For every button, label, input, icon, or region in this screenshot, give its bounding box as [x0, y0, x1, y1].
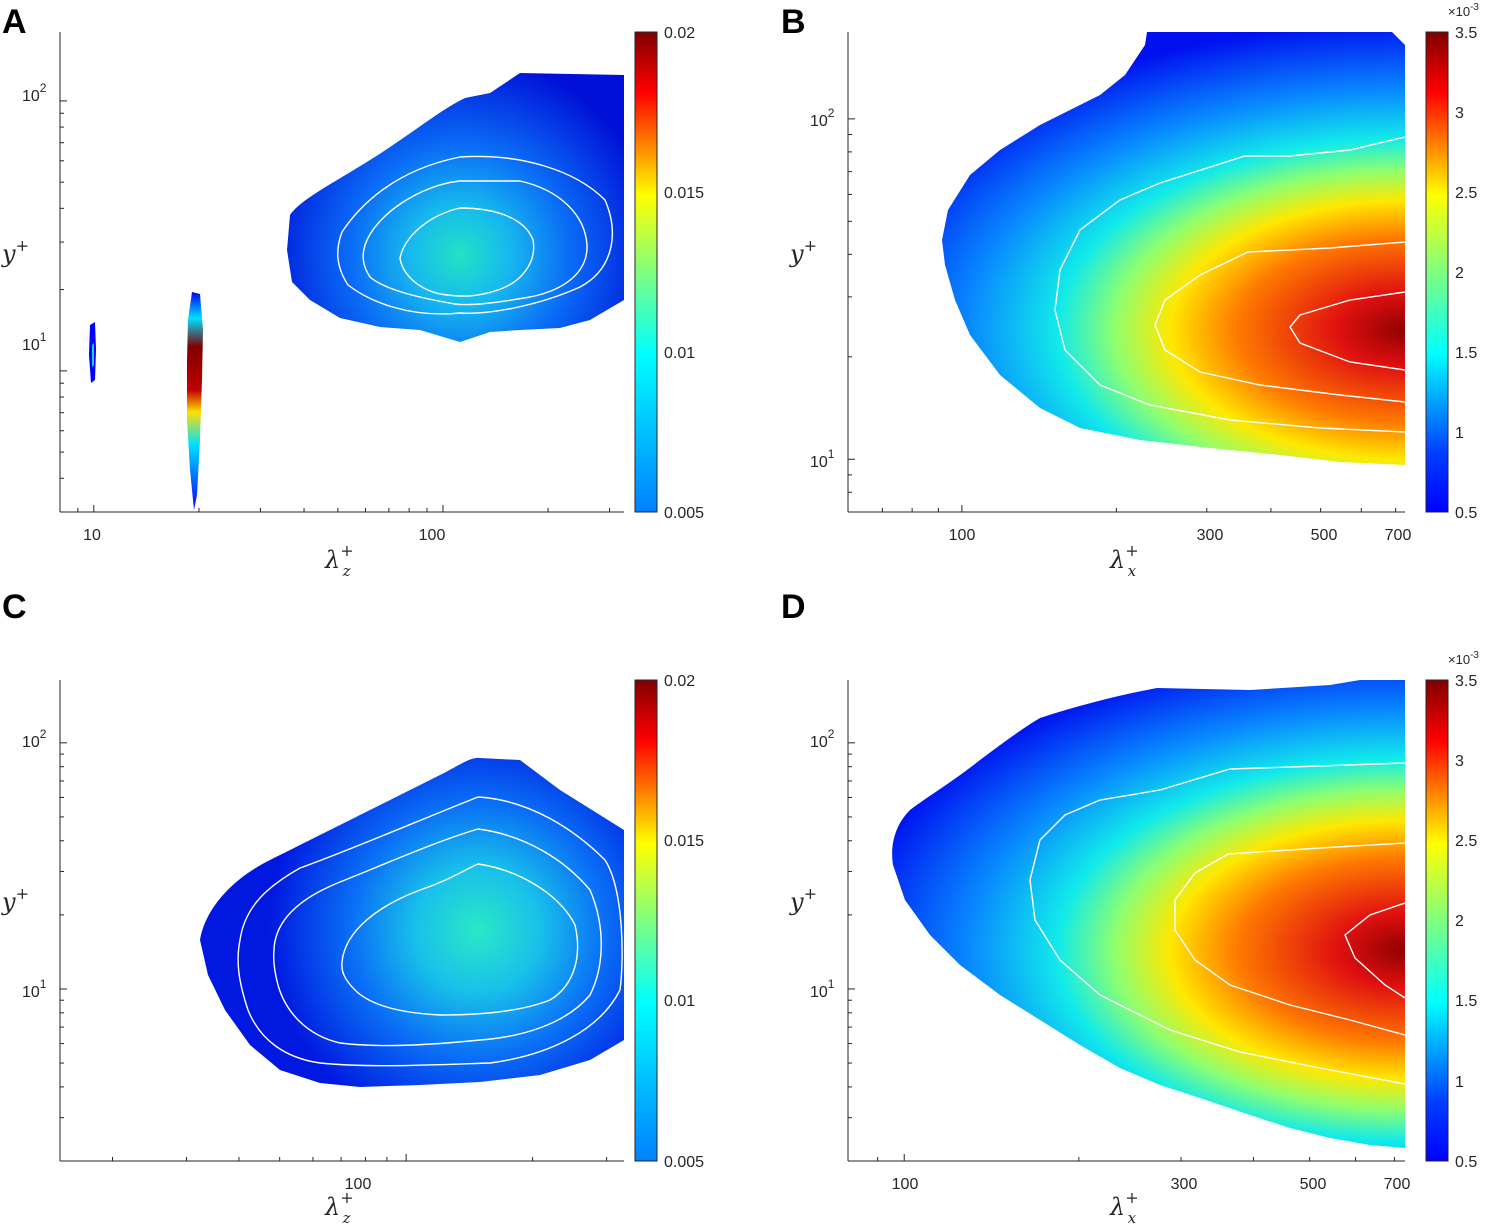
cb-c-tick-2: 0.015	[664, 833, 704, 850]
cb-c-tick-0: 0.005	[664, 1154, 704, 1171]
contour-a-inner	[399, 207, 535, 297]
contour-c-middle	[272, 828, 602, 1047]
contour-d-middle	[1174, 842, 1405, 1036]
x-tick-c-100: 100	[345, 1176, 372, 1193]
cb-d-tick-4: 2.5	[1455, 833, 1477, 850]
cb-b-tick-5: 3	[1455, 105, 1464, 122]
panel-letter-b: B	[781, 3, 806, 41]
panel-letter-a: A	[2, 3, 27, 41]
y-tick-c-10: 101	[22, 977, 47, 1001]
cb-b-tick-4: 2.5	[1455, 185, 1477, 202]
cb-d-tick-2: 1.5	[1455, 993, 1477, 1010]
colorbar-d: 0.5 1 1.5 2 2.5 3 3.5 ×10-3	[1425, 650, 1479, 1171]
y-tick-a-100: 102	[22, 81, 47, 105]
spike-large	[187, 292, 203, 510]
axes-d	[847, 680, 1405, 1162]
contour-d-outer	[1029, 762, 1405, 1085]
cb-b-tick-1: 1	[1455, 425, 1464, 442]
heatmap-region-d	[892, 680, 1405, 1148]
contour-c-inner	[341, 863, 579, 1016]
cb-a-tick-1: 0.01	[664, 345, 695, 362]
x-tick-b-700: 700	[1385, 527, 1412, 544]
xlabel-c: λ+ z	[324, 1188, 354, 1227]
cb-b-tick-0: 0.5	[1455, 505, 1477, 522]
ticks-b	[847, 118, 1397, 513]
ticks-d	[847, 742, 1395, 1162]
ylabel-d: y+	[789, 884, 817, 916]
xlabel-a: λ+ z	[324, 541, 354, 580]
heatmap-region-a	[287, 73, 624, 342]
xlabel-d: λ+ x	[1109, 1188, 1139, 1227]
y-tick-d-100: 102	[810, 727, 835, 751]
contour-c-outer	[237, 796, 623, 1067]
x-tick-d-700: 700	[1384, 1176, 1411, 1193]
ticks-a	[59, 100, 611, 513]
cb-b-multiplier: ×10-3	[1448, 2, 1479, 19]
axes-a	[59, 32, 624, 513]
panel-d: D 100 300 500 700 101 102 λ+ x y+ 0.5 1 1…	[781, 588, 1479, 1227]
cb-d-tick-0: 0.5	[1455, 1154, 1477, 1171]
ylabel-a: y+	[1, 236, 29, 268]
ticks-c	[60, 742, 608, 1162]
panel-c: C 100 101 102 λ+ z y+ 0.005 0.01 0.015 0.…	[1, 588, 704, 1227]
cb-c-tick-3: 0.02	[664, 673, 695, 690]
y-tick-a-10: 101	[22, 330, 47, 354]
cb-d-tick-1: 1	[1455, 1074, 1464, 1091]
cb-d-tick-6: 3.5	[1455, 673, 1477, 690]
cb-a-tick-0: 0.005	[664, 505, 704, 522]
ylabel-c: y+	[1, 884, 29, 916]
ylabel-b: y+	[789, 236, 817, 268]
y-tick-b-100: 102	[810, 106, 835, 130]
contour-b-outer	[1054, 136, 1405, 433]
contour-a-middle	[362, 180, 588, 306]
heatmap-region-c	[200, 757, 624, 1087]
axes-b	[847, 32, 1405, 513]
colorbar-a: 0.005 0.01 0.015 0.02	[634, 25, 704, 522]
heatmap-d	[892, 680, 1405, 1148]
xlabel-b: λ+ x	[1109, 541, 1139, 580]
heatmap-c	[200, 757, 624, 1087]
cb-b-tick-6: 3.5	[1455, 25, 1477, 42]
x-tick-b-100: 100	[949, 527, 976, 544]
cb-a-tick-3: 0.02	[664, 25, 695, 42]
colorbar-c: 0.005 0.01 0.015 0.02	[634, 673, 704, 1171]
y-tick-d-10: 101	[810, 977, 835, 1001]
panel-letter-d: D	[781, 588, 806, 626]
colorbar-b: 0.5 1 1.5 2 2.5 3 3.5 ×10-3	[1425, 2, 1479, 522]
cb-d-tick-5: 3	[1455, 753, 1464, 770]
heatmap-a	[89, 73, 624, 510]
cb-c-tick-1: 0.01	[664, 993, 695, 1010]
heatmap-region-b	[942, 32, 1405, 465]
cb-a-tick-2: 0.015	[664, 185, 704, 202]
x-tick-d-100: 100	[892, 1176, 919, 1193]
x-tick-d-500: 500	[1300, 1176, 1327, 1193]
cb-b-tick-2: 1.5	[1455, 345, 1477, 362]
panel-b: B 100 300 500 700 101 102 λ+ x y+ 0.5 1 1…	[781, 2, 1479, 580]
contour-b-middle	[1154, 241, 1405, 403]
y-tick-c-100: 102	[22, 727, 47, 751]
contour-d-inner	[1344, 902, 1405, 999]
contour-b-inner	[1289, 291, 1405, 371]
x-tick-d-300: 300	[1171, 1176, 1198, 1193]
contour-a-outer	[337, 155, 613, 315]
spike-small-inner	[92, 343, 94, 367]
cb-d-multiplier: ×10-3	[1448, 650, 1479, 667]
x-tick-a-100: 100	[419, 527, 446, 544]
axes-c	[59, 680, 624, 1162]
cb-b-tick-3: 2	[1455, 265, 1464, 282]
panel-letter-c: C	[2, 588, 27, 626]
x-tick-b-300: 300	[1197, 527, 1224, 544]
x-tick-a-10: 10	[83, 527, 101, 544]
heatmap-b	[942, 32, 1405, 465]
x-tick-b-500: 500	[1311, 527, 1338, 544]
panel-a: A 10 100 101 102 λ+ z y+ 0.005 0.01 0.015…	[1, 3, 704, 580]
y-tick-b-10: 101	[810, 447, 835, 471]
cb-d-tick-3: 2	[1455, 913, 1464, 930]
